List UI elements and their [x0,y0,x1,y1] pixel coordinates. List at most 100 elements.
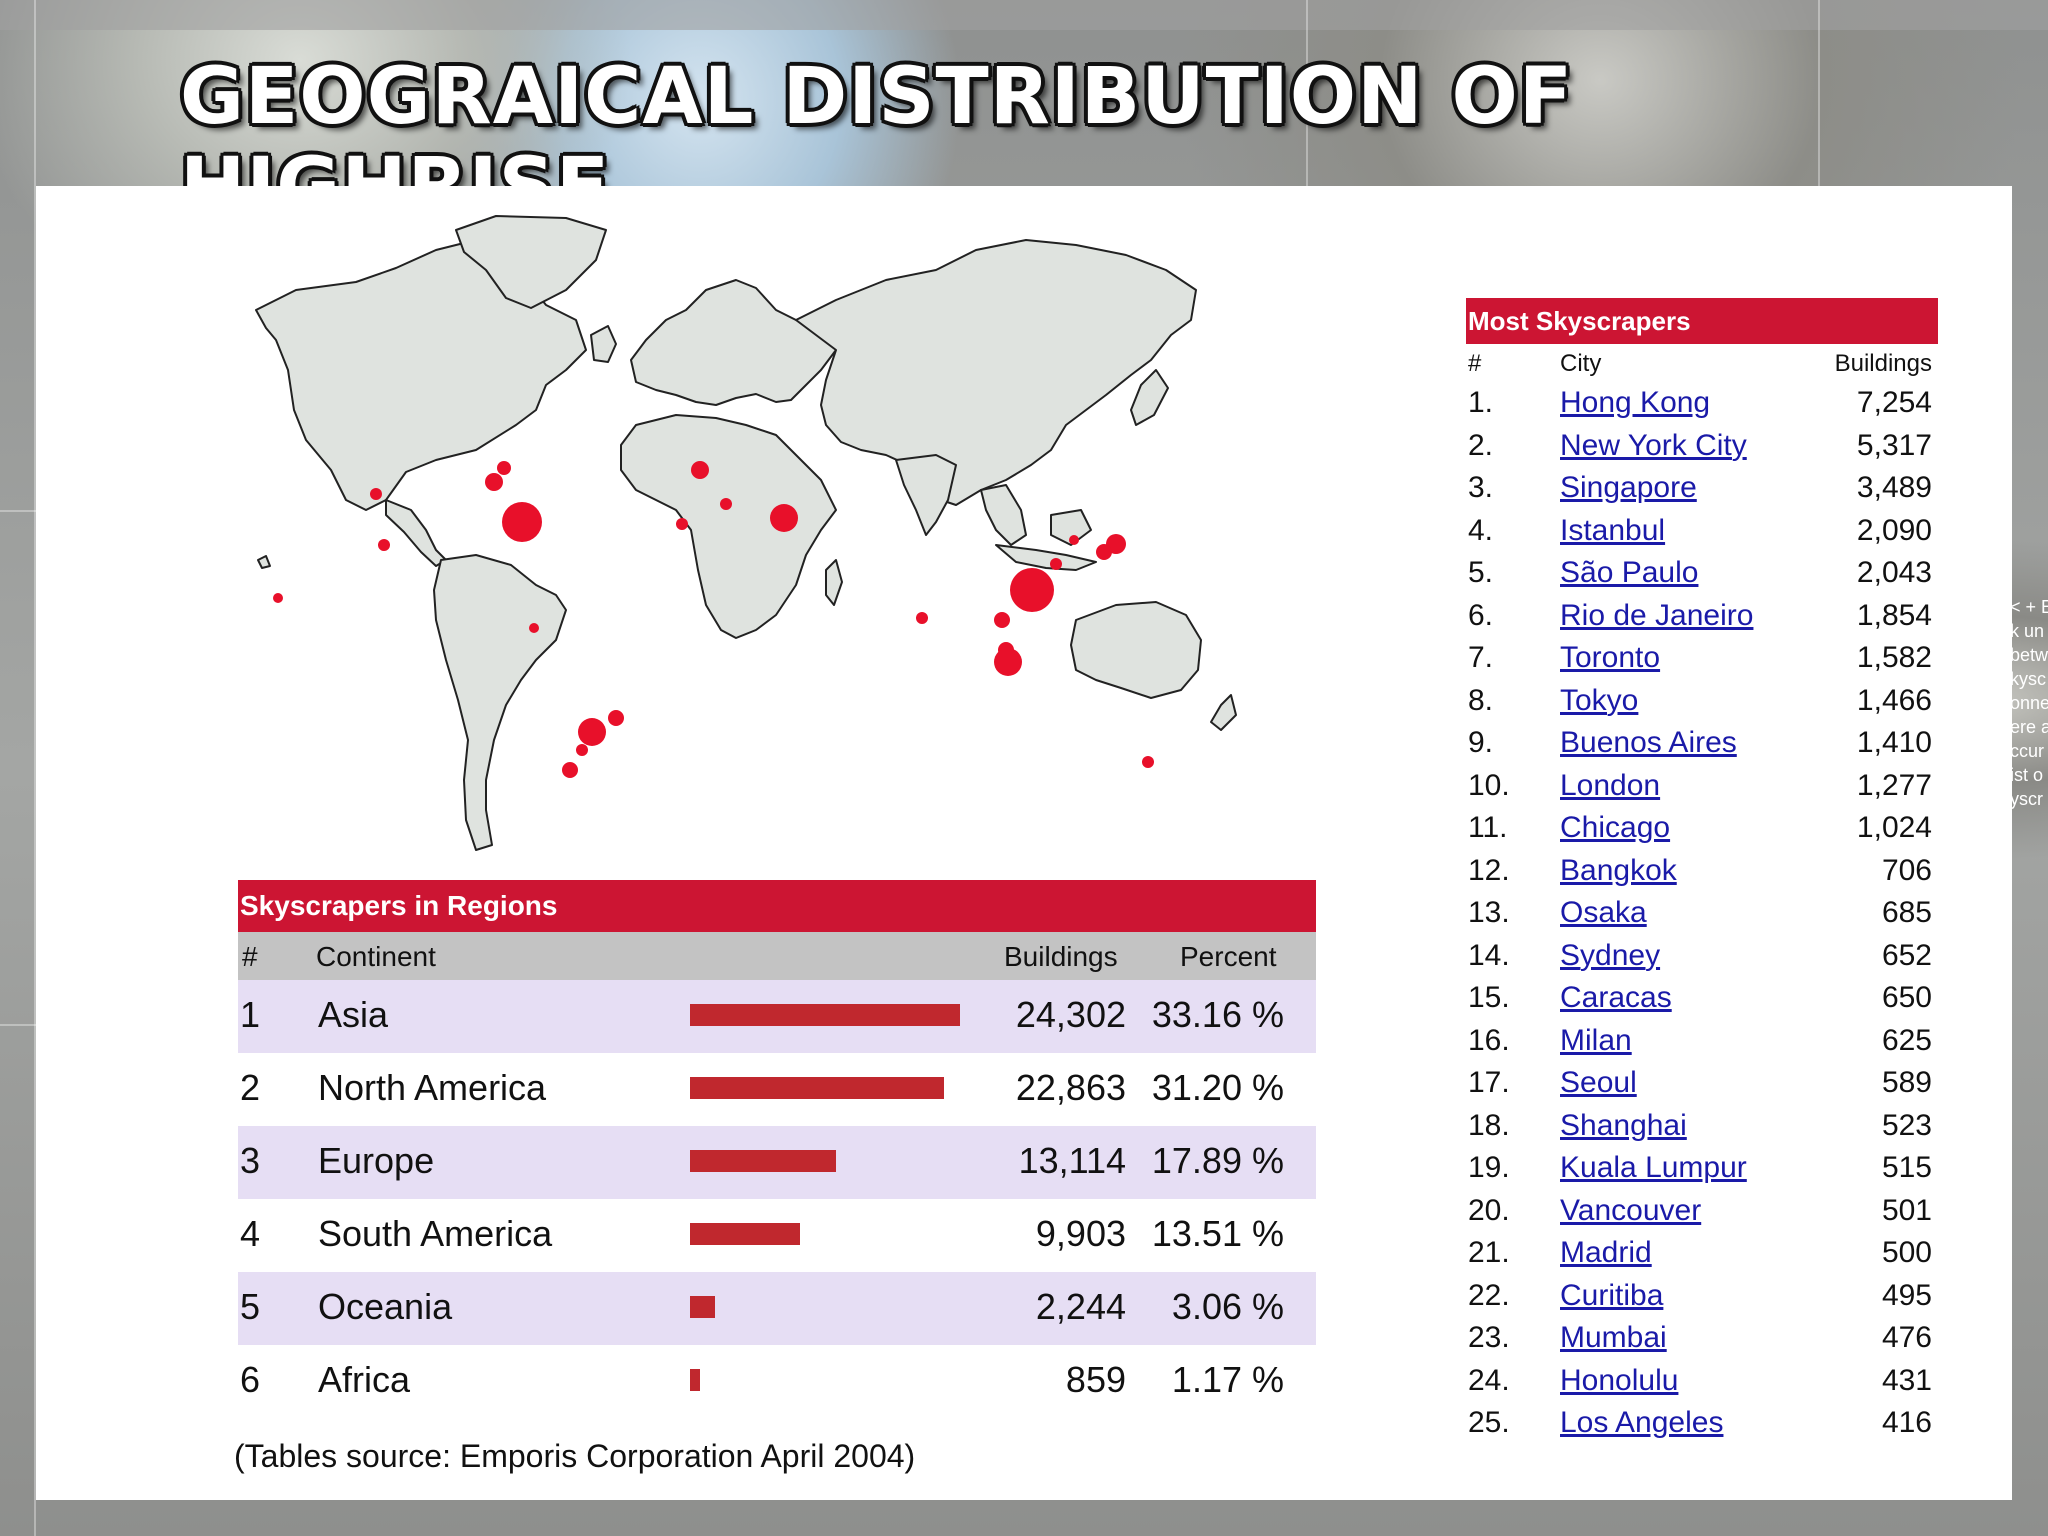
city-rank: 10. [1468,768,1510,802]
city-row: 18. Shanghai 523 [1466,1105,1938,1148]
city-buildings: 3,489 [1856,471,1932,504]
cropped-side-text: < + E k un betw kysc onne ere a ccur ist o yscr [2010,595,2048,811]
region-percent: 1.17 % [1171,1359,1284,1400]
region-buildings: 2,244 [1035,1286,1126,1327]
south-america-shape [433,554,567,851]
city-row: 9. Buenos Aires 1,410 [1466,722,1938,765]
region-rank: 6 [240,1359,261,1400]
city-link[interactable]: London [1560,768,1661,802]
city-rank: 9. [1468,726,1494,759]
indonesia-shape [995,544,1097,571]
city-link[interactable]: Curitiba [1560,1278,1664,1312]
city-row: 12. Bangkok 706 [1466,850,1938,893]
city-link[interactable]: Shanghai [1560,1108,1687,1142]
region-continent: North America [318,1067,547,1108]
city-link[interactable]: Los Angeles [1560,1406,1724,1439]
city-row: 1. Hong Kong 7,254 [1466,382,1938,425]
city-rank: 20. [1468,1193,1510,1227]
region-row: 1 Asia 24,302 33.16 % [238,980,1316,1053]
city-link[interactable]: Singapore [1560,471,1697,504]
regions-table-body: 1 Asia 24,302 33.16 % 2 North America 22,863 31… [238,980,1316,1418]
col-percent: Percent [1180,941,1277,972]
city-link[interactable]: Toronto [1560,641,1661,674]
city-link[interactable]: New York City [1560,428,1747,462]
city-row: 24. Honolulu 431 [1466,1360,1938,1403]
city-row: 22. Curitiba 495 [1466,1275,1938,1318]
city-buildings: 652 [1881,938,1932,972]
city-rank: 8. [1468,683,1494,717]
city-link[interactable]: Mumbai [1560,1321,1667,1354]
region-share-bar [690,1369,700,1391]
city-marker-osaka [1096,544,1112,560]
city-rank: 25. [1468,1406,1510,1439]
city-link[interactable]: Milan [1560,1023,1632,1057]
city-marker-hong-kong [1010,568,1054,612]
city-link[interactable]: Seoul [1560,1066,1637,1099]
cropped-text-fragment: < + E [2010,597,2048,617]
city-marker-vancouver [370,488,382,500]
city-row: 14. Sydney 652 [1466,935,1938,978]
city-marker-mumbai [916,612,928,624]
city-buildings: 2,090 [1856,513,1932,547]
region-buildings: 9,903 [1035,1213,1126,1254]
city-row: 16. Milan 625 [1466,1020,1938,1063]
city-buildings: 1,277 [1856,768,1932,802]
city-rank: 17. [1468,1066,1510,1099]
city-rank: 2. [1468,428,1494,462]
city-link[interactable]: Sydney [1560,938,1661,972]
city-link[interactable]: Osaka [1560,896,1647,929]
city-link[interactable]: Madrid [1560,1236,1652,1269]
city-markers [273,461,1154,778]
col-buildings: Buildings [1834,350,1932,377]
cropped-text-fragment: betw [2010,645,2048,665]
city-rank: 19. [1468,1151,1510,1184]
city-link[interactable]: Kuala Lumpur [1560,1151,1747,1184]
region-rank: 1 [240,994,261,1035]
city-rank: 12. [1468,853,1510,887]
city-row: 19. Kuala Lumpur 515 [1466,1147,1938,1190]
city-marker-milan [720,498,732,510]
city-row: 25. Los Angeles 416 [1466,1402,1938,1445]
city-link[interactable]: São Paulo [1560,556,1699,589]
city-buildings: 1,410 [1856,726,1932,759]
city-marker-sao-paulo [578,718,606,746]
southeast-asia-shape [980,484,1027,546]
city-row: 2. New York City 5,317 [1466,425,1938,468]
col-buildings: Buildings [1004,941,1118,972]
city-buildings: 500 [1881,1236,1932,1269]
region-percent: 31.20 % [1151,1067,1284,1108]
madagascar-shape [825,559,843,606]
city-marker-madrid [676,518,688,530]
region-percent: 13.51 % [1151,1213,1284,1254]
city-rank: 14. [1468,938,1510,972]
region-share-bar [690,1150,836,1172]
city-marker-bangkok [994,612,1010,628]
city-link[interactable]: Vancouver [1560,1193,1702,1227]
world-map [255,215,1237,851]
city-row: 13. Osaka 685 [1466,892,1938,935]
city-marker-honolulu [273,593,283,603]
region-row: 4 South America 9,903 13.51 % [238,1199,1316,1272]
city-rank: 13. [1468,896,1510,929]
greenland-shape [455,215,607,309]
cropped-text-fragment: ere a [2010,717,2048,737]
city-link[interactable]: Buenos Aires [1560,726,1737,759]
central-america-shape [385,499,447,567]
city-marker-london [691,461,709,479]
city-marker-seoul [1069,535,1079,545]
city-row: 20. Vancouver 501 [1466,1190,1938,1233]
region-continent: Europe [318,1140,435,1181]
city-row: 15. Caracas 650 [1466,977,1938,1020]
city-link[interactable]: Istanbul [1560,513,1666,547]
city-link[interactable]: Hong Kong [1560,386,1711,419]
city-link[interactable]: Rio de Janeiro [1560,598,1754,632]
city-link[interactable]: Honolulu [1560,1363,1679,1397]
city-rank: 22. [1468,1278,1510,1312]
region-row: 2 North America 22,863 31.20 % [238,1053,1316,1126]
city-link[interactable]: Bangkok [1560,853,1677,887]
city-rank: 4. [1468,513,1494,547]
city-link[interactable]: Chicago [1560,811,1671,844]
city-link[interactable]: Caracas [1560,981,1672,1014]
japan-shape [1130,369,1169,426]
city-link[interactable]: Tokyo [1560,683,1639,717]
